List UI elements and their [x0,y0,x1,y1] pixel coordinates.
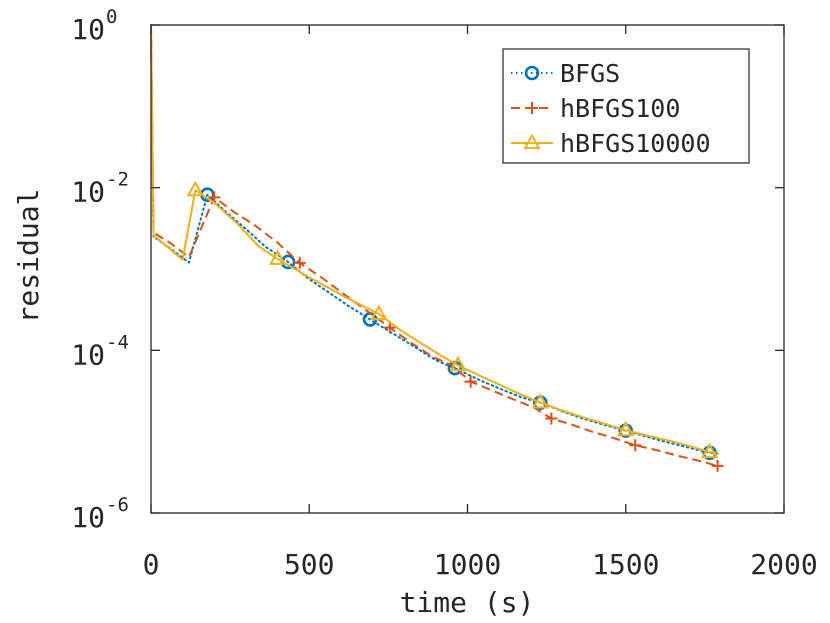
data-point-marker [208,191,221,204]
y-tick-label: 10 [71,176,105,209]
y-tick-exponent: -2 [106,169,129,191]
legend-item-bfgs: BFGS [511,59,620,88]
y-tick-exponent: -4 [106,331,129,353]
data-point-marker [545,412,558,425]
legend-marker [523,133,541,149]
legend-item-hbfgs100: hBFGS100 [511,94,680,123]
data-point-marker [617,420,635,437]
x-tick-label: 1500 [592,548,659,581]
legend: BFGS hBFGS100 hBFGS10000 [502,48,750,164]
y-axis-label: residual [12,189,45,324]
x-tick-label: 1000 [434,548,501,581]
data-point-marker [449,355,467,372]
data-point-marker [629,439,642,452]
y-tick-exponent: -6 [106,494,129,516]
x-axis-label: time (s) [400,586,535,619]
series-hbfgs10000 [150,24,719,459]
series-hbfgs100 [150,24,724,472]
data-point-marker [268,249,287,265]
data-point-marker [370,304,388,320]
data-point-marker [186,180,205,197]
y-tick-label: 10 [71,338,105,371]
x-tick-label: 0 [143,548,160,581]
x-tick-label: 2000 [750,548,817,581]
legend-label: hBFGS100 [560,94,680,123]
data-point-marker [711,459,724,472]
legend-label: BFGS [560,59,620,88]
data-point-marker [464,375,477,388]
legend-label: hBFGS10000 [560,129,711,158]
data-point-marker [383,321,396,334]
y-tick-label: 10 [71,13,105,46]
y-tick-label: 10 [71,501,105,534]
legend-item-hbfgs10000: hBFGS10000 [511,129,711,158]
data-point-marker [700,442,719,459]
series-layer [150,24,724,472]
legend-marker [524,65,540,81]
y-tick-exponent: 0 [106,6,117,28]
x-tick-label: 500 [284,548,335,581]
data-point-marker [293,256,306,269]
legend-marker [526,102,538,114]
data-point-marker [531,393,550,409]
